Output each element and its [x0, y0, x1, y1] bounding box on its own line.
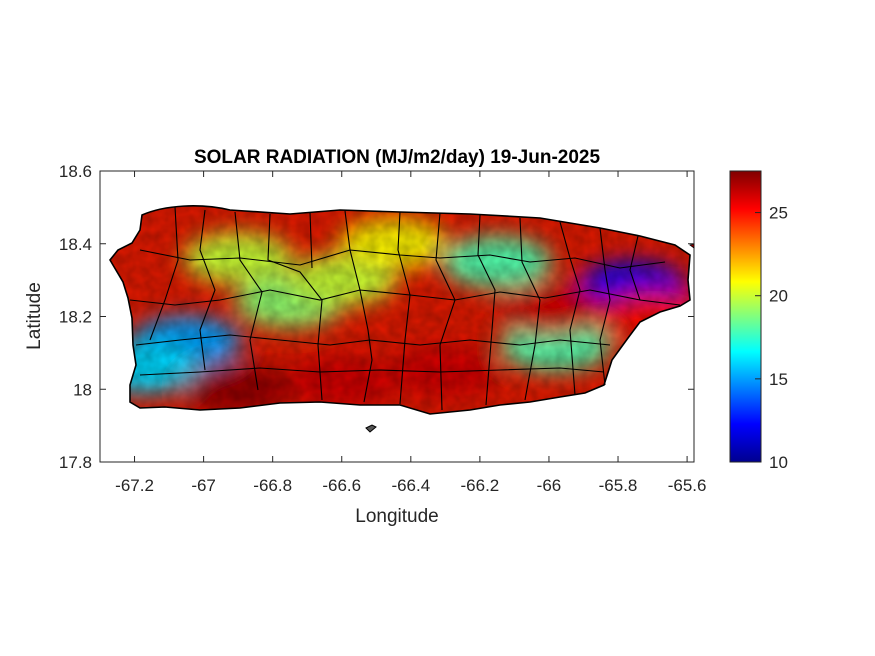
x-tick-label: -67 — [191, 476, 216, 495]
y-tick-label: 18.6 — [59, 162, 92, 181]
x-tick-label: -66.6 — [322, 476, 361, 495]
colorbar-tick-label: 20 — [769, 287, 788, 306]
colorbar-ticks: 10 15 20 25 — [755, 204, 788, 472]
chart-title: SOLAR RADIATION (MJ/m2/day) 19-Jun-2025 — [194, 147, 601, 168]
field-texture — [110, 205, 690, 414]
islet — [365, 424, 377, 433]
colorbar — [729, 170, 762, 463]
y-axis: 17.8 18 18.2 18.4 18.6 — [59, 162, 694, 472]
municipality-boundaries — [129, 206, 681, 411]
x-tick-label: -67.2 — [115, 476, 154, 495]
colorbar-tick-label: 10 — [769, 453, 788, 472]
x-tick-label: -65.8 — [599, 476, 638, 495]
islet — [689, 243, 695, 249]
colorbar-tick-label: 25 — [769, 204, 788, 223]
y-tick-label: 18.2 — [59, 308, 92, 327]
x-tick-label: -66.2 — [461, 476, 500, 495]
y-tick-label: 18.4 — [59, 235, 92, 254]
x-axis: -67.2 -67 -66.8 -66.6 -66.4 -66.2 -66 -65.8 -65.… — [115, 171, 706, 495]
y-axis-label: Latitude — [24, 282, 45, 350]
x-tick-label: -66 — [537, 476, 562, 495]
x-tick-label: -65.6 — [668, 476, 707, 495]
x-tick-label: -66.4 — [391, 476, 430, 495]
y-tick-label: 18 — [73, 380, 92, 399]
island-outline — [109, 205, 691, 415]
y-tick-label: 17.8 — [59, 453, 92, 472]
colorbar-tick-label: 15 — [769, 370, 788, 389]
x-tick-label: -66.8 — [253, 476, 292, 495]
x-axis-label: Longitude — [355, 506, 438, 527]
